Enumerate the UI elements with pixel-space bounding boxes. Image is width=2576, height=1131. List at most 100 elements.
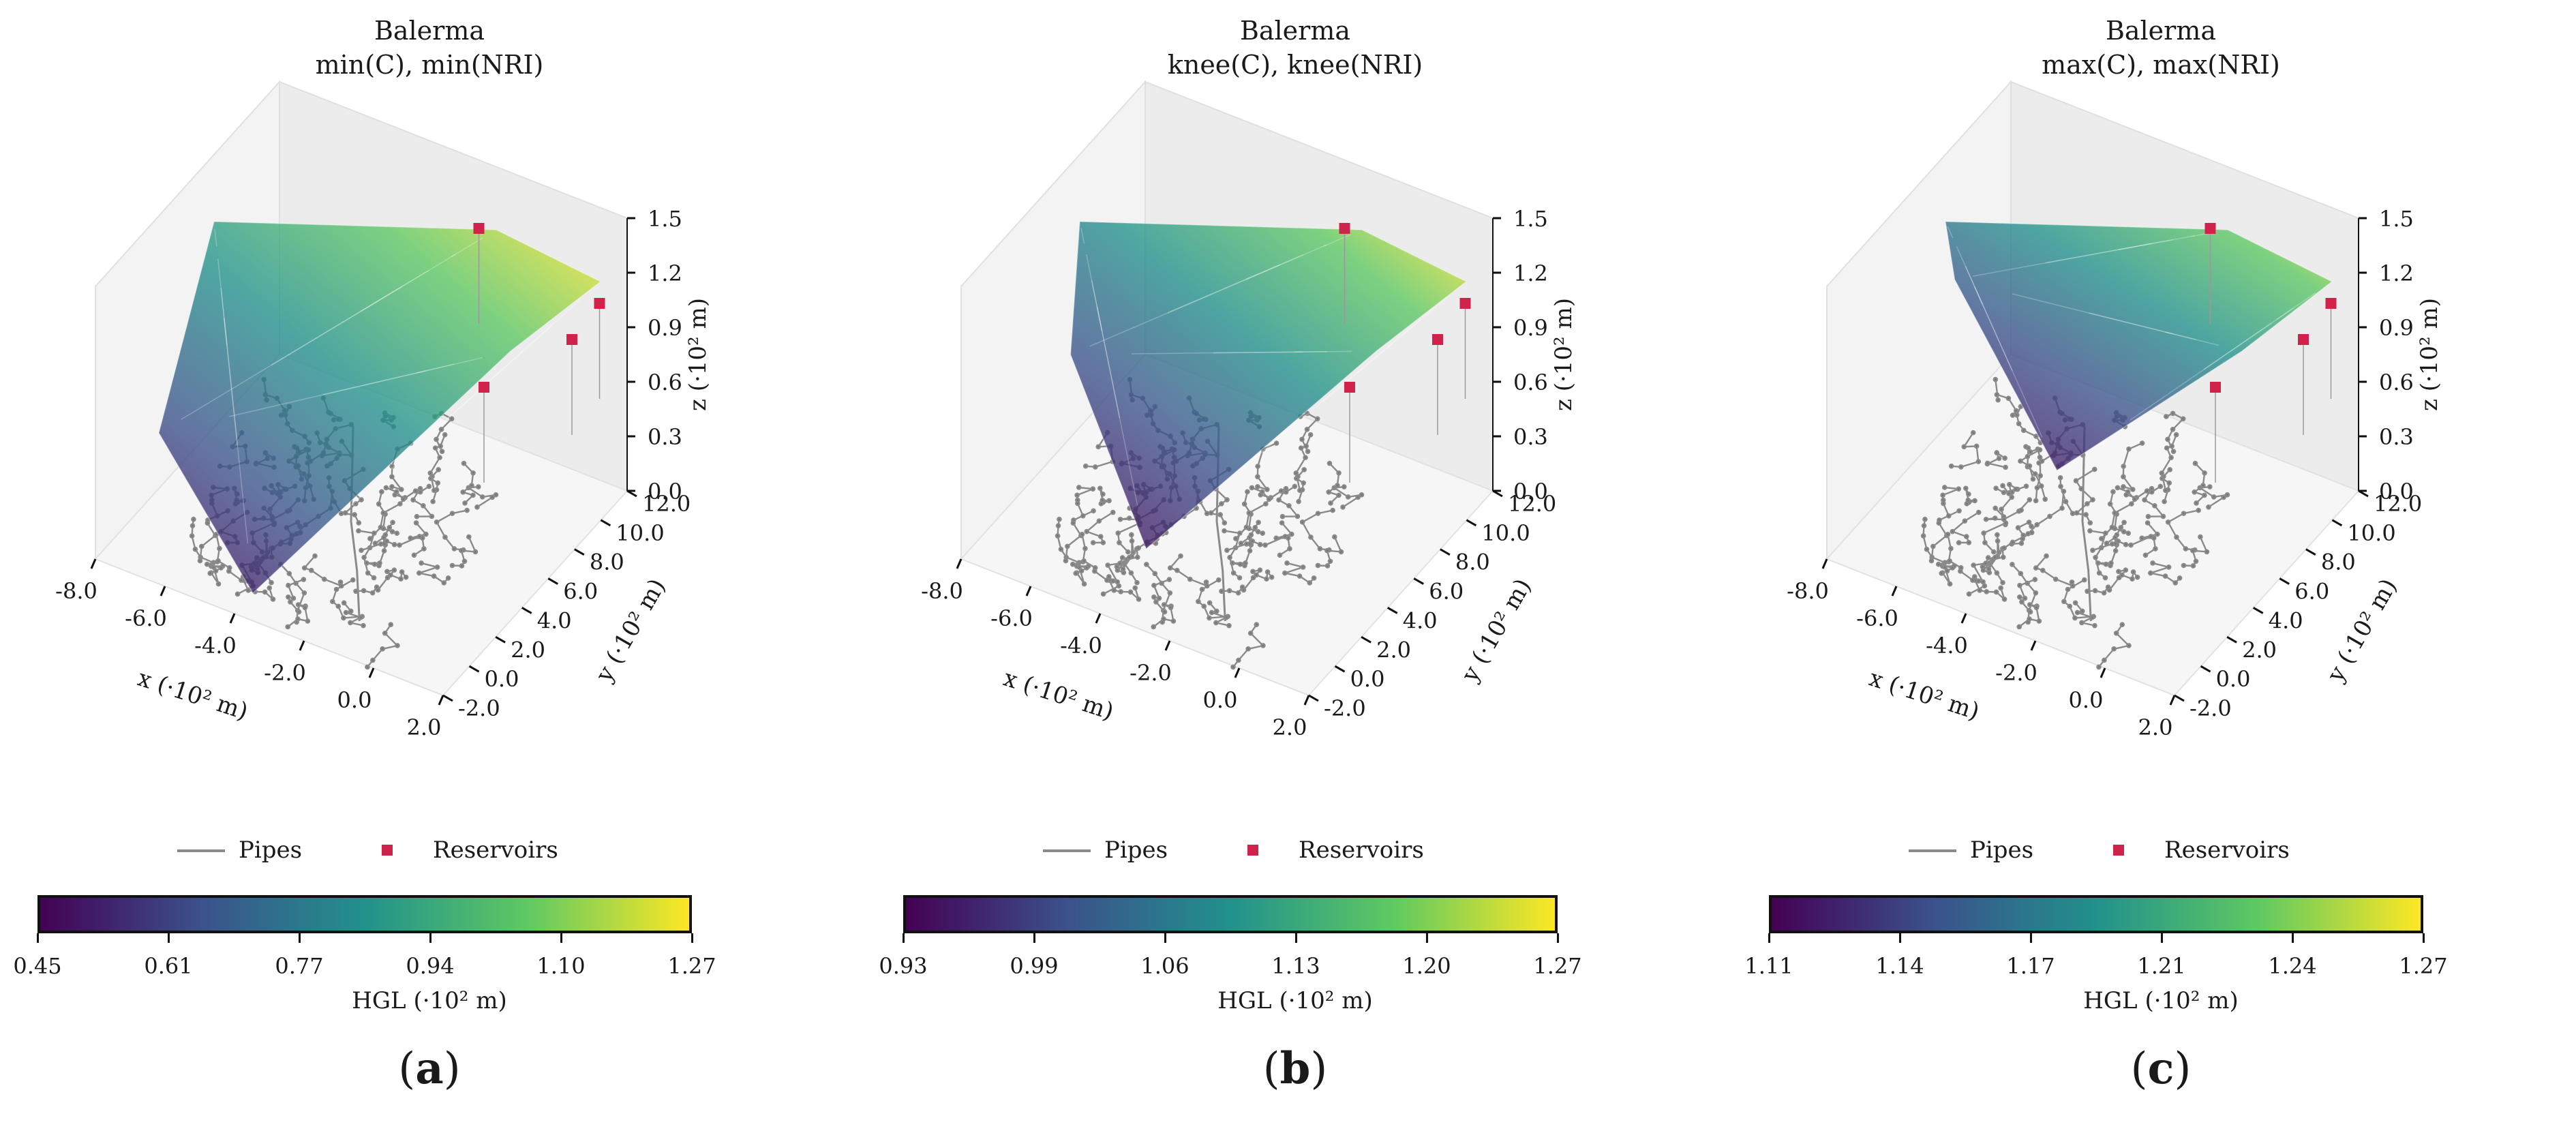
junction-node — [286, 582, 291, 588]
junction-node — [449, 562, 455, 569]
junction-node — [1992, 376, 1999, 382]
surface-facet — [1245, 244, 1327, 280]
junction-node — [2166, 564, 2172, 570]
junction-node — [1304, 410, 1310, 417]
x-tick-label: -4.0 — [1060, 633, 1102, 659]
y-tick-label: 2.0 — [2242, 637, 2277, 663]
pipe-segment — [361, 535, 420, 552]
surface-facet — [530, 299, 580, 344]
junction-node — [2079, 608, 2085, 614]
junction-node — [1278, 488, 1284, 494]
junction-node — [197, 558, 203, 564]
junction-node — [395, 643, 400, 648]
junction-node — [2017, 582, 2022, 588]
colorbar-tick-label: 1.10 — [536, 953, 586, 979]
y-tick-label: 8.0 — [2321, 549, 2356, 575]
junction-node — [377, 560, 382, 566]
surface-facet — [1973, 286, 2043, 438]
junction-node — [1246, 510, 1252, 516]
junction-node — [312, 553, 318, 559]
junction-node — [374, 584, 380, 590]
junction-node — [1299, 519, 1305, 525]
junction-node — [365, 570, 371, 576]
z-axis-label: z (·10² m) — [2416, 298, 2443, 411]
junction-node — [2112, 534, 2118, 541]
junction-node — [442, 432, 448, 438]
junction-node — [1095, 444, 1102, 450]
junction-node — [2121, 474, 2126, 480]
junction-node — [2130, 487, 2136, 492]
junction-node — [2130, 576, 2135, 582]
y-tick — [1334, 665, 1346, 673]
junction-node — [379, 489, 384, 495]
chart-subtitle: max(C), max(NRI) — [2042, 50, 2280, 80]
junction-node — [1075, 500, 1080, 507]
junction-node — [2123, 542, 2129, 547]
junction-node — [1091, 508, 1096, 514]
junction-node — [1928, 558, 1935, 564]
junction-node — [2128, 542, 2134, 548]
junction-node — [2042, 496, 2048, 502]
junction-node — [1092, 464, 1098, 470]
junction-node — [472, 549, 479, 555]
surface-facet — [416, 357, 483, 374]
junction-node — [1315, 562, 1321, 569]
junction-node — [213, 532, 219, 537]
surface-facet — [1091, 280, 1121, 419]
colorbar-tick — [2291, 933, 2294, 943]
junction-node — [434, 564, 440, 570]
pipe-segment — [2092, 535, 2151, 552]
junction-node — [285, 624, 291, 630]
x-tick — [2100, 667, 2106, 678]
y-tick-label: 10.0 — [1481, 520, 1530, 546]
junction-node — [199, 543, 204, 549]
junction-node — [2034, 485, 2040, 491]
junction-node — [1304, 426, 1310, 432]
junction-node — [2144, 488, 2150, 494]
junction-node — [1324, 547, 1330, 554]
junction-node — [436, 467, 441, 472]
junction-node — [391, 567, 397, 573]
junction-node — [1167, 565, 1173, 571]
junction-node — [1342, 484, 1347, 489]
junction-node — [1256, 519, 1261, 526]
junction-node — [1128, 570, 1134, 576]
junction-node — [286, 571, 292, 577]
junction-node — [2074, 609, 2080, 616]
surface-facet — [1973, 243, 2151, 277]
junction-node — [2013, 408, 2019, 414]
junction-node — [376, 501, 382, 507]
colorbar-tick-label: 0.93 — [879, 953, 928, 979]
junction-node — [1941, 500, 1946, 507]
junction-node — [2108, 560, 2114, 566]
junction-node — [2085, 501, 2090, 507]
z-tick-label: 0.6 — [1513, 370, 1548, 395]
junction-node — [460, 489, 466, 495]
junction-node — [1273, 440, 1279, 446]
junction-node — [429, 513, 435, 519]
junction-node — [333, 586, 339, 592]
junction-node — [321, 576, 327, 582]
junction-node — [1994, 450, 2000, 455]
junction-node — [2001, 597, 2007, 602]
junction-node — [352, 512, 357, 517]
junction-node — [384, 569, 390, 575]
junction-node — [1055, 533, 1061, 539]
junction-node — [470, 492, 476, 498]
junction-node — [1966, 591, 1972, 597]
junction-node — [1983, 516, 1989, 522]
junction-node — [2018, 571, 2024, 577]
junction-node — [2027, 449, 2033, 455]
z-tick-label: 0.6 — [648, 370, 682, 395]
surface-facet — [1401, 297, 1448, 335]
junction-node — [1982, 540, 1988, 545]
junction-node — [416, 534, 423, 539]
junction-node — [2067, 603, 2073, 609]
junction-node — [430, 498, 436, 504]
junction-node — [1153, 541, 1159, 546]
junction-node — [269, 579, 274, 586]
junction-node — [1315, 511, 1321, 516]
junction-node — [2093, 554, 2098, 560]
junction-node — [213, 568, 219, 574]
junction-node — [370, 657, 376, 663]
